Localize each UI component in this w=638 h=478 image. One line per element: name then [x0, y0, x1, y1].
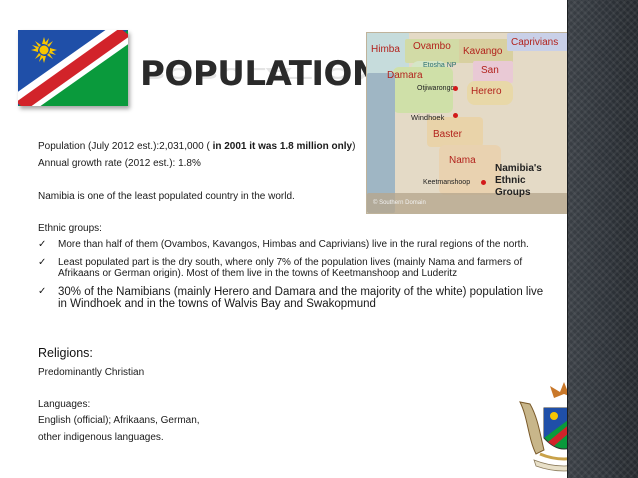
languages-heading: Languages:	[38, 399, 91, 410]
population-line-bold: in 2001 it was 1.8 million only	[212, 141, 353, 152]
map-label-damara: Damara	[387, 70, 423, 81]
list-item: ✓ More than half of them (Ovambos, Kavan…	[38, 239, 548, 251]
map-label-san: San	[481, 65, 499, 76]
map-label-etosha: Etosha NP	[423, 62, 457, 69]
map-credit: © Southern Domain	[373, 200, 426, 206]
map-label-nama: Nama	[449, 155, 476, 166]
decorative-side-bar	[567, 0, 638, 478]
map-label-kavango: Kavango	[463, 46, 503, 57]
namibia-flag	[18, 30, 128, 106]
map-label-baster: Baster	[433, 129, 462, 140]
religions-text: Predominantly Christian	[38, 367, 145, 378]
bullet-text: Least populated part is the dry south, w…	[58, 256, 523, 280]
map-label-herero: Herero	[471, 86, 502, 97]
checkmark-icon: ✓	[38, 239, 47, 250]
map-legend-line-3: Groups	[495, 187, 531, 198]
map-dot-otjiwarongo	[453, 86, 458, 91]
ethnic-bullet-list: ✓ More than half of them (Ovambos, Kavan…	[38, 239, 548, 317]
population-line: Population (July 2012 est.):2,031,000 ( …	[38, 140, 355, 153]
page-title-reflection: POPULATION	[140, 64, 380, 82]
bullet-text: 30% of the Namibians (mainly Herero and …	[58, 285, 544, 311]
map-dot-windhoek	[453, 113, 458, 118]
languages-line-2: other indigenous languages.	[38, 432, 164, 443]
religions-heading: Religions:	[38, 346, 93, 360]
map-label-caprivians: Caprivians	[511, 37, 559, 48]
map-label-keetmanshoop: Keetmanshoop	[423, 179, 471, 186]
page-title: POPULATION	[140, 54, 380, 94]
ethnic-groups-map: Himba Ovambo Kavango Caprivians Etosha N…	[366, 32, 570, 214]
checkmark-icon: ✓	[38, 256, 47, 268]
growth-rate-line: Annual growth rate (2012 est.): 1.8%	[38, 158, 201, 169]
list-item: ✓ Least populated part is the dry south,…	[38, 257, 548, 280]
population-line-prefix: Population (July 2012 est.):2,031,000 (	[38, 141, 213, 152]
map-dot-keetmanshoop	[481, 180, 486, 185]
list-item: ✓ 30% of the Namibians (mainly Herero an…	[38, 286, 548, 311]
map-legend: Namibia's Ethnic Groups	[495, 163, 542, 199]
ethnic-groups-heading: Ethnic groups:	[38, 223, 102, 234]
map-label-ovambo: Ovambo	[413, 41, 451, 52]
map-label-otjiwarongo: Otjiwarongo	[417, 85, 455, 92]
least-populated-line: Namibia is one of the least populated co…	[38, 191, 295, 202]
map-label-himba: Himba	[371, 44, 400, 55]
map-label-windhoek: Windhoek	[411, 113, 445, 122]
population-line-suffix: )	[352, 141, 356, 152]
bullet-text: More than half of them (Ovambos, Kavango…	[58, 239, 529, 250]
map-legend-line-1: Namibia's	[495, 163, 542, 174]
checkmark-icon: ✓	[38, 285, 47, 297]
map-legend-line-2: Ethnic	[495, 175, 526, 186]
languages-line-1: English (official); Afrikaans, German,	[38, 415, 200, 426]
